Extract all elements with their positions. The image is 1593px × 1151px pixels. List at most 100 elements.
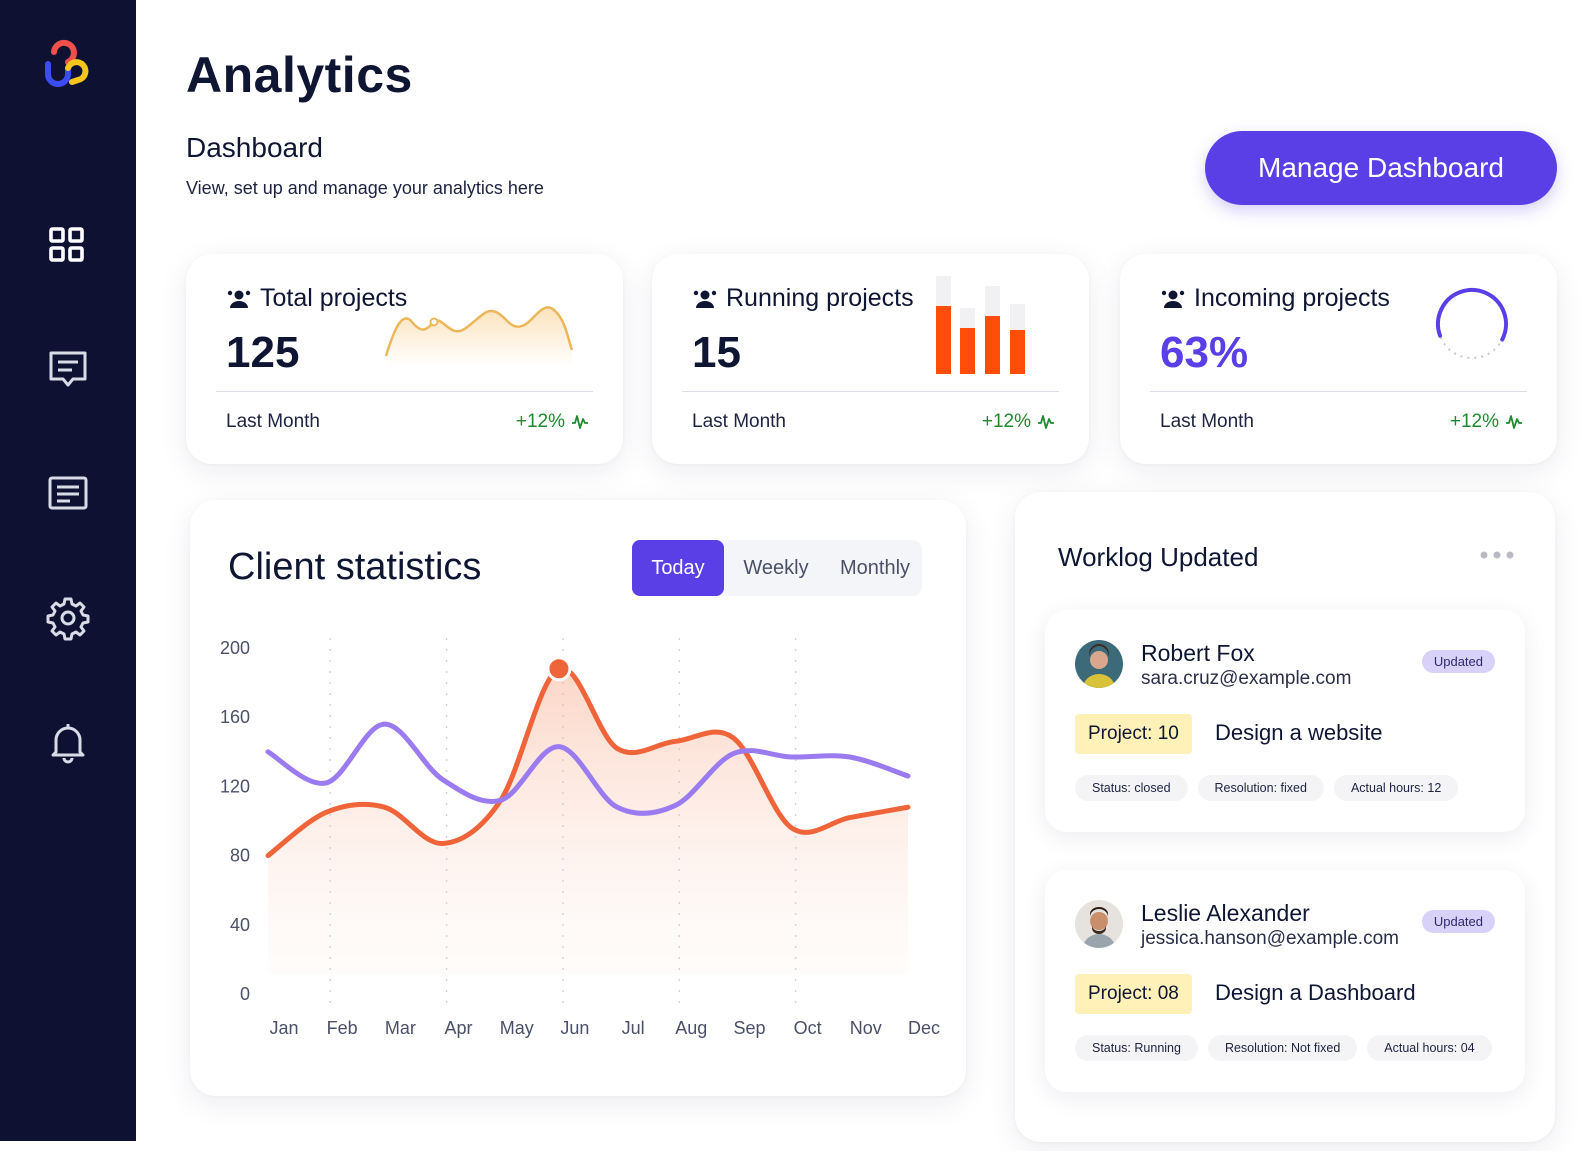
series-area <box>268 668 908 974</box>
stat-value: 63% <box>1160 328 1249 377</box>
client-statistics-chart: 0 40 80 120 160 200 Jan Feb Mar Apr May Jun Jul Aug S… <box>220 638 940 1038</box>
series-line-purple <box>265 721 911 816</box>
project-tag: Project: 08 <box>1075 974 1192 1014</box>
period-tabs: Today Weekly Monthly <box>632 540 922 596</box>
people-icon <box>693 290 717 308</box>
sidebar-item-documents[interactable] <box>44 470 92 518</box>
tab-monthly[interactable]: Monthly <box>839 556 911 579</box>
stat-label: Incoming projects <box>1194 284 1390 312</box>
grid-icon <box>49 227 84 262</box>
highlight-point[interactable] <box>546 656 572 682</box>
status-badge: Updated <box>1421 910 1495 933</box>
worklog-entry[interactable]: Leslie Alexander jessica.hanson@example.… <box>1045 870 1525 1092</box>
x-tick-label: Jun <box>560 1018 589 1038</box>
progress-ring <box>1436 288 1508 360</box>
sidebar <box>0 0 136 1141</box>
stat-card-total-projects[interactable]: Total projects 125 Last Month +12% <box>186 254 623 464</box>
x-tick-label: Feb <box>327 1018 358 1038</box>
stat-change-value: +12% <box>981 411 1031 432</box>
stat-change: +12% <box>516 411 589 433</box>
chip-resolution: Resolution: Not fixed <box>1207 1035 1358 1061</box>
worklog-entry[interactable]: Robert Fox sara.cruz@example.com Updated… <box>1045 610 1525 832</box>
y-tick-label: 80 <box>230 846 250 866</box>
avatar <box>1075 900 1123 948</box>
y-tick-label: 40 <box>230 915 250 935</box>
worklog-user-email: sara.cruz@example.com <box>1141 668 1352 689</box>
x-tick-label: Aug <box>675 1018 707 1038</box>
client-statistics-title: Client statistics <box>228 546 482 588</box>
y-tick-label: 200 <box>220 638 250 658</box>
sidebar-item-settings[interactable] <box>44 594 92 642</box>
client-statistics-card: Client statistics Today Weekly Monthly 0… <box>190 500 966 1096</box>
gear-icon <box>46 597 90 641</box>
chip-hours: Actual hours: 04 <box>1367 1035 1492 1061</box>
x-tick-label: Dec <box>908 1018 940 1038</box>
sidebar-item-notifications[interactable] <box>44 718 92 766</box>
y-tick-label: 120 <box>220 776 250 796</box>
project-description: Design a website <box>1215 720 1383 745</box>
trend-up-icon <box>1506 415 1522 429</box>
stat-card-incoming-projects[interactable]: Incoming projects 63% Last Month +12% <box>1120 254 1557 464</box>
stat-label: Total projects <box>260 284 408 312</box>
trend-up-icon <box>1038 415 1054 429</box>
stat-header: Running projects <box>692 284 914 313</box>
document-icon <box>48 476 88 510</box>
x-tick-label: Nov <box>850 1018 882 1038</box>
tab-weekly[interactable]: Weekly <box>743 556 809 579</box>
x-tick-label: Jan <box>269 1018 298 1038</box>
x-tick-label: Oct <box>794 1018 822 1038</box>
y-tick-label: 160 <box>220 707 250 727</box>
stat-period: Last Month <box>692 411 786 432</box>
divider <box>1150 391 1527 392</box>
worklog-chips: Status: Running Resolution: Not fixed Ac… <box>1075 1035 1492 1061</box>
stat-change-value: +12% <box>1449 411 1499 432</box>
x-tick-label: Jul <box>622 1018 645 1038</box>
tab-today[interactable]: Today <box>632 540 724 596</box>
mini-bar-chart <box>936 276 1025 374</box>
more-options-icon[interactable] <box>1479 548 1515 562</box>
divider <box>216 391 593 392</box>
people-icon <box>227 290 251 308</box>
x-tick-label: Apr <box>445 1018 473 1038</box>
stat-label: Running projects <box>726 284 914 312</box>
worklog-user-name: Robert Fox <box>1141 640 1255 666</box>
avatar <box>1075 640 1123 688</box>
area-sparkline <box>384 306 574 366</box>
series-line-orange <box>265 665 911 859</box>
bell-icon <box>51 724 85 764</box>
manage-dashboard-button[interactable]: Manage Dashboard <box>1205 131 1557 205</box>
chip-resolution: Resolution: fixed <box>1197 775 1324 801</box>
worklog-user-name: Leslie Alexander <box>1141 900 1310 926</box>
worklog-title: Worklog Updated <box>1058 542 1259 572</box>
worklog-chips: Status: closed Resolution: fixed Actual … <box>1075 775 1459 801</box>
people-icon <box>1161 290 1185 308</box>
worklog-user-email: jessica.hanson@example.com <box>1141 928 1399 949</box>
stat-change: +12% <box>1450 411 1523 433</box>
x-tick-label: May <box>500 1018 534 1038</box>
stat-value: 125 <box>226 328 300 377</box>
page-title: Analytics <box>186 47 413 103</box>
stat-period: Last Month <box>1160 411 1254 432</box>
chip-status: Status: Running <box>1075 1035 1198 1061</box>
chip-hours: Actual hours: 12 <box>1333 775 1459 801</box>
status-badge: Updated <box>1421 650 1495 673</box>
stat-value: 15 <box>692 328 741 377</box>
stat-card-running-projects[interactable]: Running projects 15 Last Month +12% <box>652 254 1089 464</box>
project-tag: Project: 10 <box>1075 714 1192 754</box>
stat-period: Last Month <box>226 411 320 432</box>
x-tick-label: Sep <box>733 1018 765 1038</box>
sidebar-item-dashboard[interactable] <box>44 222 92 270</box>
project-description: Design a Dashboard <box>1215 980 1416 1005</box>
sidebar-item-messages[interactable] <box>44 346 92 394</box>
x-tick-label: Mar <box>385 1018 416 1038</box>
stat-header: Total projects <box>226 284 407 313</box>
chat-icon <box>49 351 87 387</box>
stat-change-value: +12% <box>515 411 565 432</box>
app-logo[interactable] <box>40 38 96 94</box>
stat-change: +12% <box>982 411 1055 433</box>
worklog-panel: Worklog Updated Robert Fox sara.cruz@exa… <box>1015 492 1555 1142</box>
section-title: Dashboard <box>186 132 323 163</box>
chip-status: Status: closed <box>1075 775 1188 801</box>
trend-up-icon <box>572 415 588 429</box>
stat-header: Incoming projects <box>1160 284 1390 313</box>
